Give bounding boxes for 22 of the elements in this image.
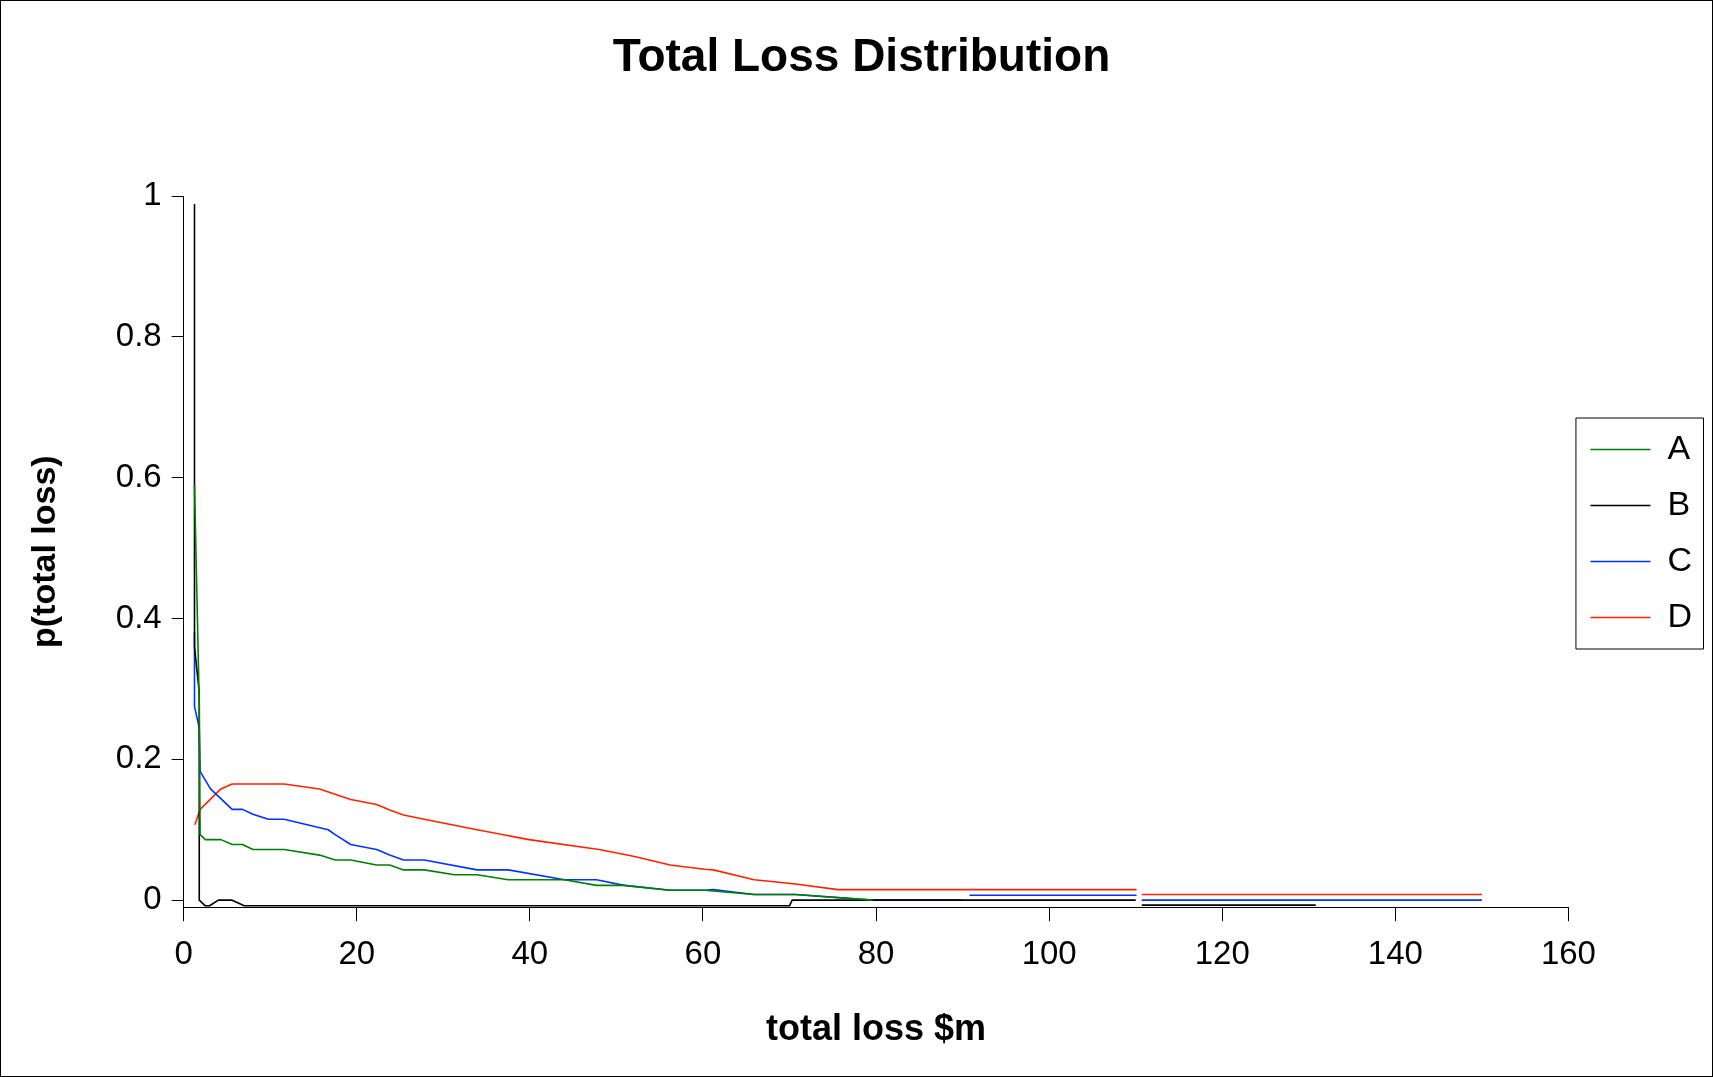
y-tick-label: 0	[143, 879, 162, 917]
x-tick-label: 0	[174, 934, 193, 972]
y-tick-label: 0.2	[115, 738, 162, 776]
chart-title: Total Loss Distribution	[612, 29, 1111, 82]
x-tick-label: 80	[857, 934, 895, 972]
legend-label: D	[1667, 595, 1693, 634]
legend-label: B	[1667, 483, 1691, 522]
x-tick-label: 60	[684, 934, 722, 972]
legend-label: A	[1667, 427, 1691, 466]
x-tick-label: 100	[1021, 934, 1077, 972]
legend-label: C	[1667, 539, 1693, 578]
x-axis-title: total loss $m	[766, 1007, 987, 1049]
x-tick-label: 20	[338, 934, 376, 972]
x-tick-label: 160	[1540, 934, 1596, 972]
y-tick-label: 1	[143, 175, 162, 213]
x-tick-label: 40	[511, 934, 549, 972]
x-tick-label: 120	[1194, 934, 1250, 972]
y-tick-label: 0.6	[115, 456, 162, 494]
y-axis-title: p(total loss)	[23, 455, 62, 649]
x-tick-label: 140	[1367, 934, 1423, 972]
y-tick-label: 0.4	[115, 597, 162, 635]
y-tick-label: 0.8	[115, 316, 162, 354]
